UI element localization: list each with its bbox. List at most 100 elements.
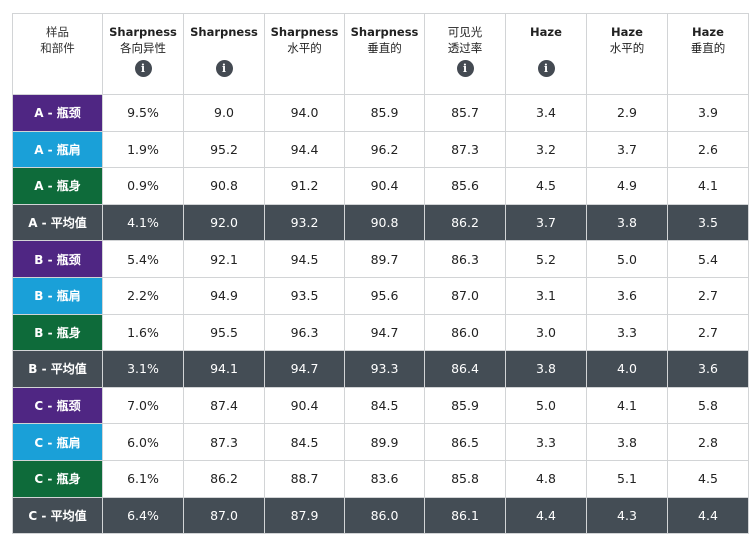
table-cell: 3.0 [505,313,587,352]
table-cell: 4.9 [586,167,668,205]
table-cell: 4.5 [505,167,587,205]
table-cell: 85.9 [424,386,506,425]
info-icon[interactable]: i [134,60,152,77]
table-cell: 86.0 [424,313,506,352]
table-row: B - 瓶肩 2.2% 94.9 93.5 95.6 87.0 3.1 3.6 2.7 [12,276,749,315]
table-cell: 6.1% [102,459,184,498]
table-cell: 3.1% [102,350,184,388]
header-line1: Haze [611,25,643,39]
table-cell: 87.9 [264,496,345,535]
info-icon[interactable]: i [456,60,474,77]
table-cell: 91.2 [264,167,345,205]
table-cell: 4.1 [667,167,749,205]
table-cell: 94.1 [183,350,265,388]
table-cell: 3.8 [586,203,668,242]
table-cell: 87.3 [183,423,265,461]
table-cell: 2.9 [586,94,668,132]
header-line2 [507,40,586,56]
table-cell: 89.9 [344,423,425,461]
table-cell: 1.6% [102,313,184,352]
row-label: C - 瓶颈 [12,386,103,425]
table-cell: 86.2 [424,203,506,242]
row-label: C - 瓶肩 [12,423,103,461]
table-cell: 5.4% [102,240,184,278]
table-cell: 3.4 [505,94,587,132]
table-cell: 5.4 [667,240,749,278]
table-row: C - 瓶身 6.1% 86.2 88.7 83.6 85.8 4.8 5.1 4.5 [12,459,749,498]
table-cell: 86.0 [344,496,425,535]
table-cell: 86.4 [424,350,506,388]
table-cell: 3.9 [667,94,749,132]
header-visible-transmittance: 可见光 透过率 i [424,13,506,95]
average-row: A - 平均值 4.1% 92.0 93.2 90.8 86.2 3.7 3.8 3.5 [12,203,749,242]
table-row: B - 瓶颈 5.4% 92.1 94.5 89.7 86.3 5.2 5.0 5.4 [12,240,749,278]
table-cell: 86.3 [424,240,506,278]
table-cell: 85.7 [424,94,506,132]
header-line2: 垂直的 [367,41,402,55]
table-cell: 3.8 [586,423,668,461]
header-haze: Haze i [505,13,587,95]
table-cell: 94.0 [264,94,345,132]
info-icon[interactable]: i [215,60,233,77]
table-cell: 90.8 [344,203,425,242]
row-label: B - 瓶身 [12,313,103,352]
header-sample-line1: 样品 [46,25,69,39]
table-cell: 5.8 [667,386,749,425]
header-line1: Haze [530,25,562,39]
table-cell: 5.2 [505,240,587,278]
table-cell: 94.4 [264,130,345,169]
header-line2: 各向异性 [120,41,166,55]
table-cell: 0.9% [102,167,184,205]
table-cell: 95.6 [344,276,425,315]
table-cell: 3.7 [505,203,587,242]
table-cell: 5.1 [586,459,668,498]
table-cell: 2.2% [102,276,184,315]
header-line1: Sharpness [109,25,177,39]
table-cell: 5.0 [586,240,668,278]
table-cell: 4.1% [102,203,184,242]
header-haze-horizontal: Haze 水平的 [586,13,668,95]
table-cell: 1.9% [102,130,184,169]
average-row: C - 平均值 6.4% 87.0 87.9 86.0 86.1 4.4 4.3 4.4 [12,496,749,535]
row-label: A - 瓶颈 [12,94,103,132]
table-cell: 5.0 [505,386,587,425]
header-line1: Sharpness [350,25,419,39]
table-cell: 92.0 [183,203,265,242]
table-cell: 96.3 [264,313,345,352]
table-cell: 4.4 [505,496,587,535]
table-cell: 87.0 [424,276,506,315]
table-row: C - 瓶颈 7.0% 87.4 90.4 84.5 85.9 5.0 4.1 5.8 [12,386,749,425]
header-sharpness-anisotropy: Sharpness 各向异性 i [102,13,184,95]
table-cell: 3.6 [667,350,749,388]
table-cell: 2.7 [667,313,749,352]
row-label: A - 瓶身 [12,167,103,205]
row-label: A - 平均值 [12,203,103,242]
table-cell: 89.7 [344,240,425,278]
table-cell: 94.9 [183,276,265,315]
header-sample-line2: 和部件 [40,41,75,55]
header-sharpness-horizontal: Sharpness 水平的 [264,13,345,95]
table-cell: 87.3 [424,130,506,169]
table-cell: 2.7 [667,276,749,315]
table-cell: 87.4 [183,386,265,425]
table-cell: 84.5 [344,386,425,425]
header-sharpness-vertical: Sharpness 垂直的 [344,13,425,95]
table-cell: 4.4 [667,496,749,535]
table-cell: 7.0% [102,386,184,425]
row-label: B - 瓶颈 [12,240,103,278]
row-label: C - 瓶身 [12,459,103,498]
table-cell: 94.5 [264,240,345,278]
header-line2: 垂直的 [690,41,726,55]
table-cell: 83.6 [344,459,425,498]
table-cell: 94.7 [264,350,345,388]
table-cell: 93.2 [264,203,345,242]
table-cell: 9.0 [183,94,265,132]
table-cell: 88.7 [264,459,345,498]
table-cell: 3.7 [586,130,668,169]
table-cell: 3.2 [505,130,587,169]
header-line1: Sharpness [270,25,339,39]
table-cell: 86.5 [424,423,506,461]
table-cell: 86.1 [424,496,506,535]
table-cell: 95.2 [183,130,265,169]
info-icon[interactable]: i [537,60,555,77]
